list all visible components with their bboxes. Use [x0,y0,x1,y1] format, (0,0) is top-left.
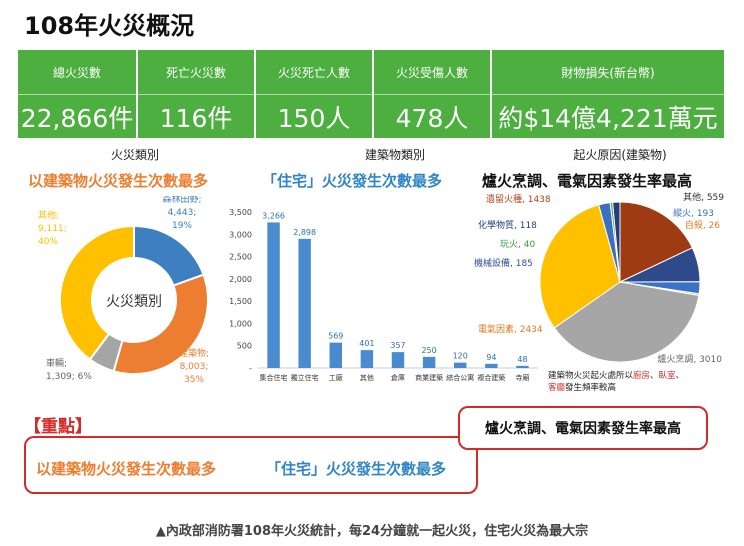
stat-deaths: 火災死亡人數 150人 [256,50,372,138]
donut-slice [59,224,135,361]
bar [422,356,436,368]
stat-property-loss: 財物損失(新台幣) 約$14億4,221萬元 [492,50,724,138]
pie-slice-label: 爐火烹調, 3010 [657,353,722,365]
stat-fatal-fires: 死亡火災數 116件 [138,50,254,138]
pie-slice-label: 機械設備, 185 [474,257,533,269]
donut-center-label: 火災類別 [106,294,162,310]
pie-slice-label: 自殺, 26 [685,219,720,231]
bar-value-label: 120 [453,352,468,361]
pie-slice-label: 玩火, 40 [500,239,535,250]
y-tick-label: - [249,364,252,373]
bar-value-label: 250 [421,346,436,355]
building-type-bar-chart: - 500 1,000 1,500 2,000 2,500 3,000 3,500 3,266 集… [229,208,538,382]
key-point-category: 以建築物火災發生次數最多 [36,460,217,478]
building-highlight: 「住宅」火災發生次數最多 [262,172,443,190]
bar [516,365,529,368]
pie-slice-label: 電氣因素, 2434 [478,323,543,335]
stats-bar: 總火災數 22,866件 死亡火災數 116件 火災死亡人數 150人 火災受傷… [18,50,724,138]
y-tick-label: 3,500 [229,208,252,217]
donut-slice [112,273,209,375]
x-tick-label: 其他 [360,373,374,382]
stat-value: 116件 [138,94,254,135]
pie-slice [612,201,621,283]
key-point-building: 「住宅」火災發生次數最多 [266,460,447,478]
x-tick-label: 綜合公寓 [446,373,474,382]
bar [329,342,342,368]
x-tick-label: 商業建築 [415,373,443,382]
source-caption: ▲內政部消防署108年火災統計，每24分鐘就一起火災，住宅火災為最大宗 [155,524,589,539]
bar-value-label: 3,266 [262,211,285,220]
pie-slice-label: 化學物質, 118 [478,219,537,231]
x-tick-label: 複合建築 [477,373,505,382]
bar [360,350,374,368]
category-highlight: 以建築物火災發生次數最多 [28,172,209,190]
stat-total-fires: 總火災數 22,866件 [18,50,136,138]
bar [267,222,280,368]
bar [485,363,498,368]
building-chart-title: 建築物類別 [364,148,425,162]
bar-value-label: 94 [486,353,496,362]
donut-slice [133,224,205,287]
key-points-title: 【重點】 [24,417,92,437]
bar-value-label: 401 [359,339,374,348]
page-title: 108年火災概況 [24,12,195,40]
x-tick-label: 倉庫 [391,373,405,382]
fire-category-donut-chart: 火災類別 森林田野; 4,443; 19% 建築物; 8,003; 35% 車輛; 1,309;… [38,196,209,385]
pie-slice-label: 縱火, 193 [673,207,714,219]
stat-value: 478人 [374,94,490,135]
y-tick-label: 1,000 [229,319,252,328]
y-tick-label: 500 [237,342,252,351]
y-tick-label: 2,500 [229,253,252,262]
y-tick-label: 1,500 [229,297,252,306]
category-chart-title: 火災類別 [110,148,159,162]
pie-note-line: 客廳發生頻率較高 [548,382,616,393]
bar [391,352,405,368]
donut-slice-label: 建築物; 8,003; 35% [179,347,209,385]
stat-value: 22,866件 [18,94,136,135]
stat-injuries: 火災受傷人數 478人 [374,50,490,138]
stat-label: 火災受傷人數 [395,66,468,80]
bar [298,238,311,368]
x-tick-label: 集合住宅 [260,373,288,382]
stat-label: 火災死亡人數 [277,66,350,80]
donut-slice-label: 車輛; 1,309; 6% [46,357,92,382]
pie-slice [619,201,693,283]
bar-value-label: 357 [390,341,405,350]
stat-label: 財物損失(新台幣) [561,66,655,80]
cause-highlight: 爐火烹調、電氣因素發生率最高 [482,172,693,190]
x-tick-label: 工廠 [329,373,343,382]
pie-slice [539,204,621,329]
pie-slice-label: 遺留火種, 1438 [486,193,551,205]
cause-chart-title: 起火原因(建築物) [573,148,667,162]
pie-slice [553,281,700,363]
key-point-cause: 爐火烹調、電氣因素發生率最高 [458,406,708,450]
bar-value-label: 2,898 [293,228,316,237]
pie-slice-label: 其他, 559 [683,191,724,203]
y-tick-label: 3,000 [229,230,252,239]
stat-value: 150人 [256,94,372,135]
donut-slice-label: 森林田野; 4,443; 19% [162,196,201,231]
bar-value-label: 48 [517,355,527,364]
y-tick-label: 2,000 [229,275,252,284]
bar [454,362,467,368]
x-tick-label: 獨立住宅 [291,373,319,382]
x-tick-label: 寺廟 [515,373,529,382]
stat-label: 死亡火災數 [165,66,226,80]
stat-value: 約$14億4,221萬元 [492,94,724,135]
pie-note-background [542,366,738,396]
stat-label: 總火災數 [52,66,101,80]
donut-slice-label: 其他; 9,111; 40% [38,209,67,247]
bar-value-label: 569 [328,332,343,341]
key-points-box: 以建築物火災發生次數最多 「住宅」火災發生次數最多 [24,436,478,494]
pie-note-line: 建築物火災起火處所以廚房、臥室、 [548,370,684,381]
